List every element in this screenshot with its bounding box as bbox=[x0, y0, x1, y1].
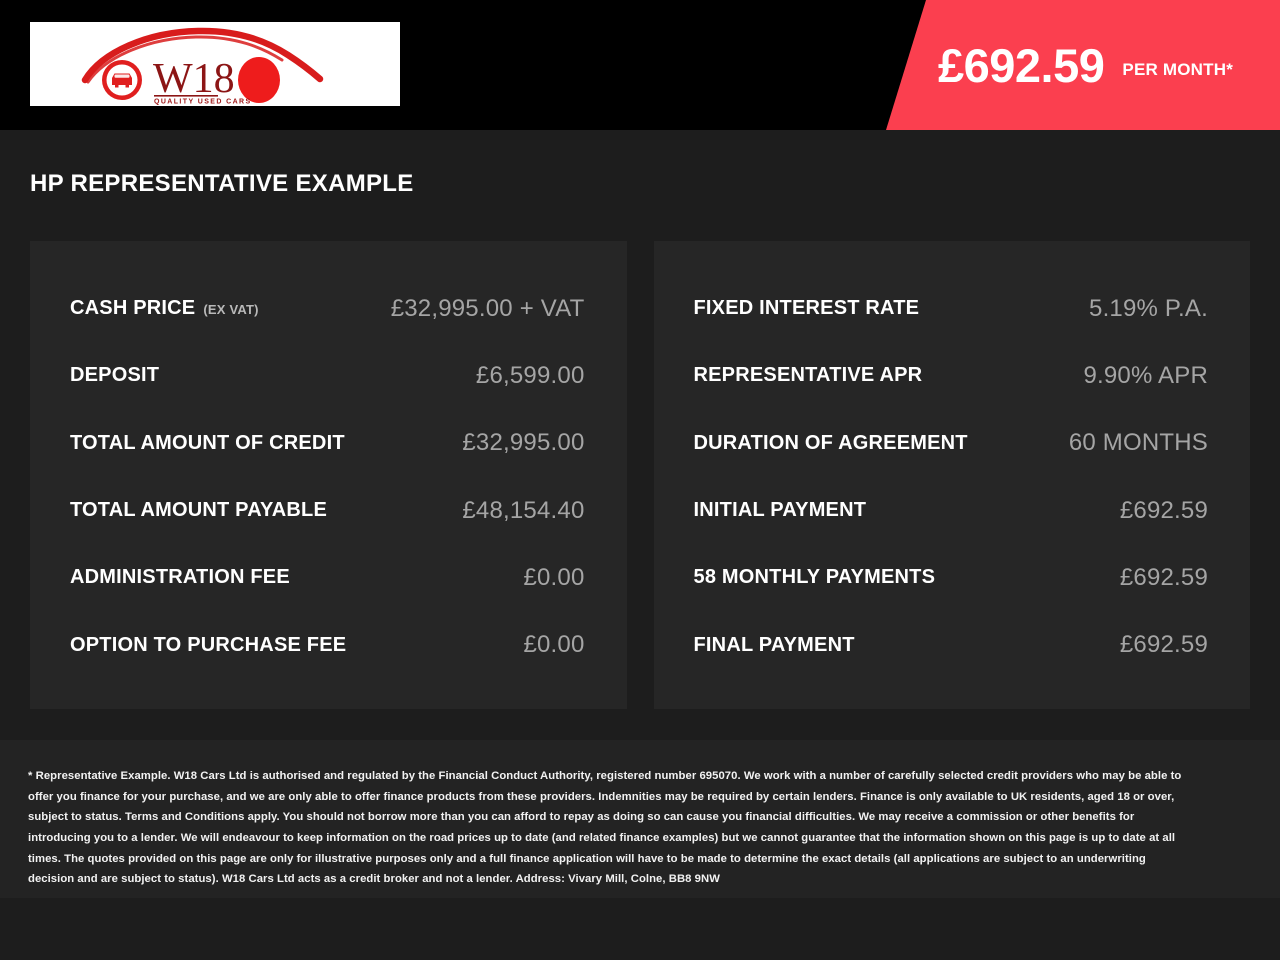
finance-example-section: HP REPRESENTATIVE EXAMPLE CASH PRICE (EX … bbox=[0, 130, 1280, 740]
svg-text:W18: W18 bbox=[153, 56, 235, 102]
row-value: £692.59 bbox=[1119, 563, 1208, 591]
w18-logo-icon: W18 QUALITY USED CARS bbox=[30, 22, 400, 106]
row-label: INITIAL PAYMENT bbox=[693, 499, 867, 522]
row-label-wrap: DEPOSIT bbox=[70, 364, 167, 387]
row-label-wrap: FIXED INTEREST RATE bbox=[694, 297, 928, 320]
row-label: OPTION TO PURCHASE FEE bbox=[70, 633, 347, 656]
dealer-logo[interactable]: W18 QUALITY USED CARS bbox=[30, 22, 400, 106]
table-row: ADMINISTRATION FEE £0.00 bbox=[70, 544, 585, 611]
row-value: £48,154.40 bbox=[462, 496, 585, 524]
row-value: £692.59 bbox=[1119, 631, 1208, 659]
row-label-wrap: FINAL PAYMENT bbox=[694, 634, 863, 657]
table-row: TOTAL AMOUNT OF CREDIT £32,995.00 bbox=[70, 410, 585, 477]
row-label-wrap: REPRESENTATIVE APR bbox=[694, 364, 931, 387]
row-label: TOTAL AMOUNT PAYABLE bbox=[70, 499, 327, 522]
row-value: £0.00 bbox=[523, 563, 585, 591]
footer-strip bbox=[0, 898, 1280, 960]
finance-card-left: CASH PRICE (EX VAT) £32,995.00 + VAT DEPO… bbox=[30, 241, 627, 709]
disclaimer-text: * Representative Example. W18 Cars Ltd i… bbox=[28, 770, 1182, 886]
row-value: £6,599.00 bbox=[475, 361, 585, 389]
row-value: £32,995.00 + VAT bbox=[390, 294, 585, 322]
table-row: 58 MONTHLY PAYMENTS £692.59 bbox=[694, 544, 1209, 611]
row-label-wrap: DURATION OF AGREEMENT bbox=[694, 432, 976, 455]
row-value: £32,995.00 bbox=[462, 429, 585, 457]
row-label-wrap: TOTAL AMOUNT OF CREDIT bbox=[70, 432, 353, 455]
row-label: CASH PRICE bbox=[70, 297, 196, 320]
row-label-wrap: 58 MONTHLY PAYMENTS bbox=[694, 566, 944, 589]
row-label: TOTAL AMOUNT OF CREDIT bbox=[70, 431, 345, 454]
price-suffix: PER MONTH* bbox=[1122, 60, 1234, 79]
row-label-wrap: CASH PRICE (EX VAT) bbox=[70, 297, 259, 320]
price-amount: £692.59 bbox=[938, 38, 1105, 92]
row-value: 9.90% APR bbox=[1083, 361, 1208, 389]
row-label: REPRESENTATIVE APR bbox=[693, 364, 923, 387]
row-label-wrap: OPTION TO PURCHASE FEE bbox=[70, 634, 354, 657]
table-row: TOTAL AMOUNT PAYABLE £48,154.40 bbox=[70, 477, 585, 544]
table-row: OPTION TO PURCHASE FEE £0.00 bbox=[70, 612, 585, 679]
row-sublabel: (EX VAT) bbox=[203, 302, 259, 318]
svg-text:QUALITY USED CARS: QUALITY USED CARS bbox=[154, 99, 252, 106]
table-row: FINAL PAYMENT £692.59 bbox=[694, 612, 1209, 679]
table-row: DEPOSIT £6,599.00 bbox=[70, 342, 585, 409]
row-label-wrap: TOTAL AMOUNT PAYABLE bbox=[70, 499, 335, 522]
row-label: DURATION OF AGREEMENT bbox=[693, 431, 968, 454]
row-label: 58 MONTHLY PAYMENTS bbox=[693, 566, 936, 589]
row-value: £692.59 bbox=[1119, 496, 1208, 524]
row-label: FINAL PAYMENT bbox=[693, 633, 855, 656]
page-header: W18 QUALITY USED CARS £692.59 PER MONTH* bbox=[0, 0, 1280, 130]
row-label-wrap: ADMINISTRATION FEE bbox=[70, 566, 298, 589]
table-row: DURATION OF AGREEMENT 60 MONTHS bbox=[694, 410, 1209, 477]
row-label: FIXED INTEREST RATE bbox=[693, 297, 920, 320]
table-row: INITIAL PAYMENT £692.59 bbox=[694, 477, 1209, 544]
finance-card-right: FIXED INTEREST RATE 5.19% P.A. REPRESENT… bbox=[653, 241, 1250, 709]
finance-cards-container: CASH PRICE (EX VAT) £32,995.00 + VAT DEPO… bbox=[30, 241, 1250, 709]
monthly-price-banner: £692.59 PER MONTH* bbox=[886, 0, 1280, 130]
row-value: 60 MONTHS bbox=[1068, 429, 1208, 457]
table-row: FIXED INTEREST RATE 5.19% P.A. bbox=[694, 275, 1209, 342]
table-row: REPRESENTATIVE APR 9.90% APR bbox=[694, 342, 1209, 409]
page-title: HP REPRESENTATIVE EXAMPLE bbox=[30, 170, 414, 197]
row-label: ADMINISTRATION FEE bbox=[70, 566, 290, 589]
row-value: £0.00 bbox=[523, 631, 585, 659]
row-label-wrap: INITIAL PAYMENT bbox=[694, 499, 875, 522]
table-row: CASH PRICE (EX VAT) £32,995.00 + VAT bbox=[70, 275, 585, 342]
row-value: 5.19% P.A. bbox=[1089, 294, 1208, 322]
row-label: DEPOSIT bbox=[70, 364, 160, 387]
disclaimer-section: * Representative Example. W18 Cars Ltd i… bbox=[0, 740, 1280, 960]
